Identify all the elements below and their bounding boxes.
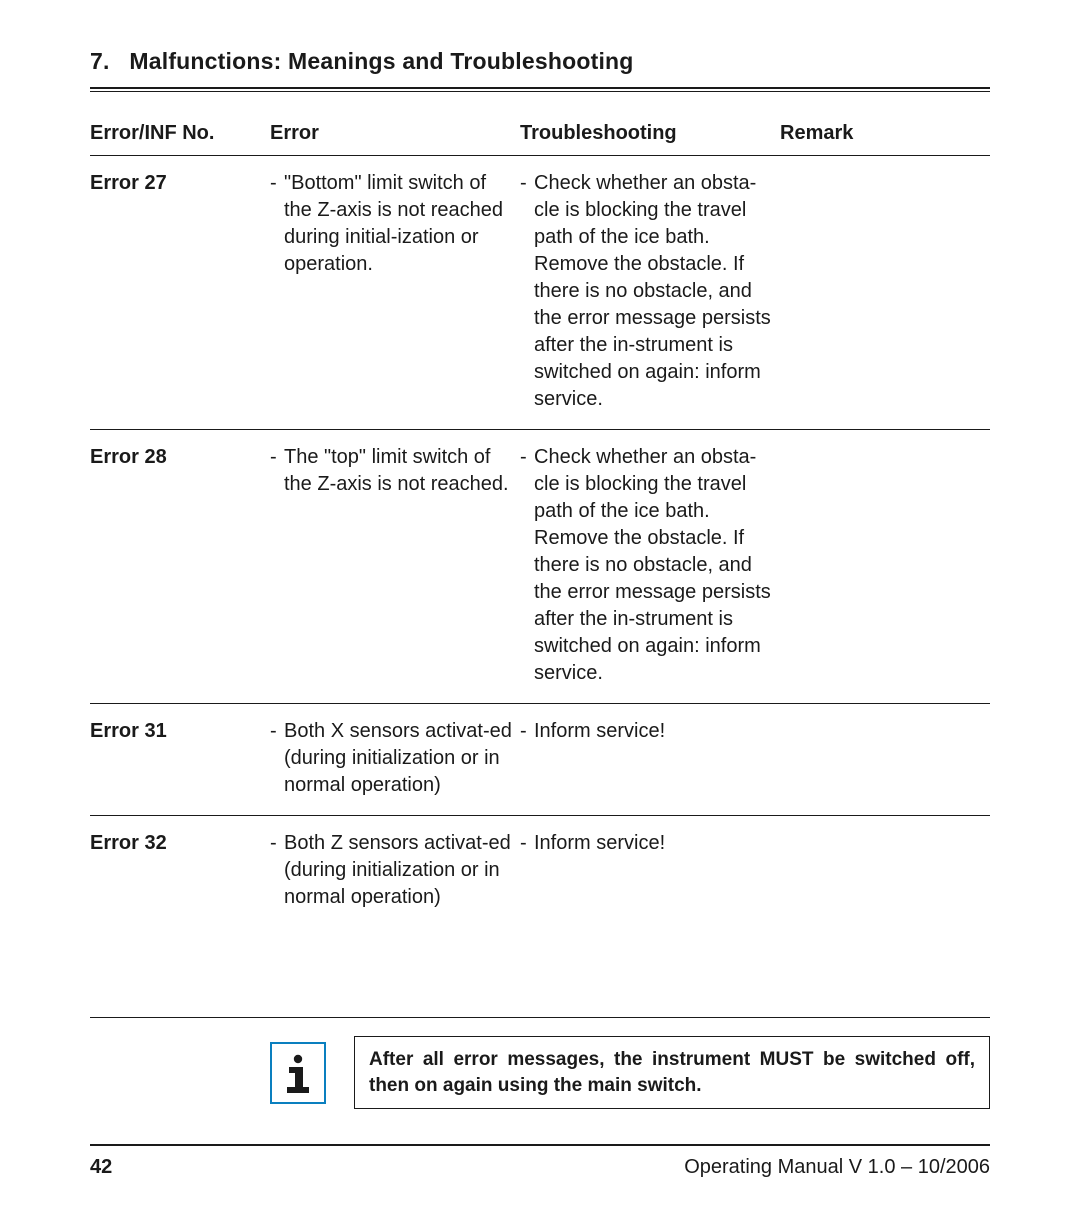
error-desc: -The "top" limit switch of the Z-axis is… (270, 430, 520, 704)
section-heading: 7. Malfunctions: Meanings and Troublesho… (90, 48, 990, 85)
error-id: Error 28 (90, 430, 270, 704)
error-desc: -Both X sensors activat-ed (during initi… (270, 704, 520, 816)
col-header-error-no: Error/INF No. (90, 114, 270, 156)
error-troubleshoot: -Check whether an obsta-cle is blocking … (520, 156, 780, 430)
footer-rule (90, 1144, 990, 1146)
info-note-text: After all error messages, the instrument… (354, 1036, 990, 1109)
info-icon (270, 1042, 326, 1104)
section-title-text: Malfunctions: Meanings and Troubleshooti… (129, 48, 633, 74)
error-desc: -Both Z sensors activat-ed (during initi… (270, 816, 520, 928)
heading-rule (90, 87, 990, 92)
table-header-row: Error/INF No. Error Troubleshooting Rema… (90, 114, 990, 156)
table-row: Error 27 -"Bottom" limit switch of the Z… (90, 156, 990, 430)
divider-rule (90, 1017, 990, 1018)
info-note-row: After all error messages, the instrument… (90, 1036, 990, 1109)
table-row: Error 32 -Both Z sensors activat-ed (dur… (90, 816, 990, 928)
page-number: 42 (90, 1156, 112, 1179)
error-desc: -"Bottom" limit switch of the Z-axis is … (270, 156, 520, 430)
error-id: Error 32 (90, 816, 270, 928)
error-remark (780, 704, 990, 816)
error-remark (780, 816, 990, 928)
page-footer: 42 Operating Manual V 1.0 – 10/2006 (90, 1144, 990, 1179)
page-content: 7. Malfunctions: Meanings and Troublesho… (90, 48, 990, 1109)
table-row: Error 28 -The "top" limit switch of the … (90, 430, 990, 704)
table-row: Error 31 -Both X sensors activat-ed (dur… (90, 704, 990, 816)
error-troubleshoot: -Inform service! (520, 816, 780, 928)
col-header-remark: Remark (780, 114, 990, 156)
col-header-error: Error (270, 114, 520, 156)
error-troubleshoot: -Inform service! (520, 704, 780, 816)
error-remark (780, 430, 990, 704)
error-troubleshoot: -Check whether an obsta-cle is blocking … (520, 430, 780, 704)
manual-version: Operating Manual V 1.0 – 10/2006 (684, 1156, 990, 1179)
error-table: Error/INF No. Error Troubleshooting Rema… (90, 114, 990, 927)
error-id: Error 31 (90, 704, 270, 816)
col-header-troubleshooting: Troubleshooting (520, 114, 780, 156)
error-id: Error 27 (90, 156, 270, 430)
error-remark (780, 156, 990, 430)
section-number: 7. (90, 48, 110, 74)
